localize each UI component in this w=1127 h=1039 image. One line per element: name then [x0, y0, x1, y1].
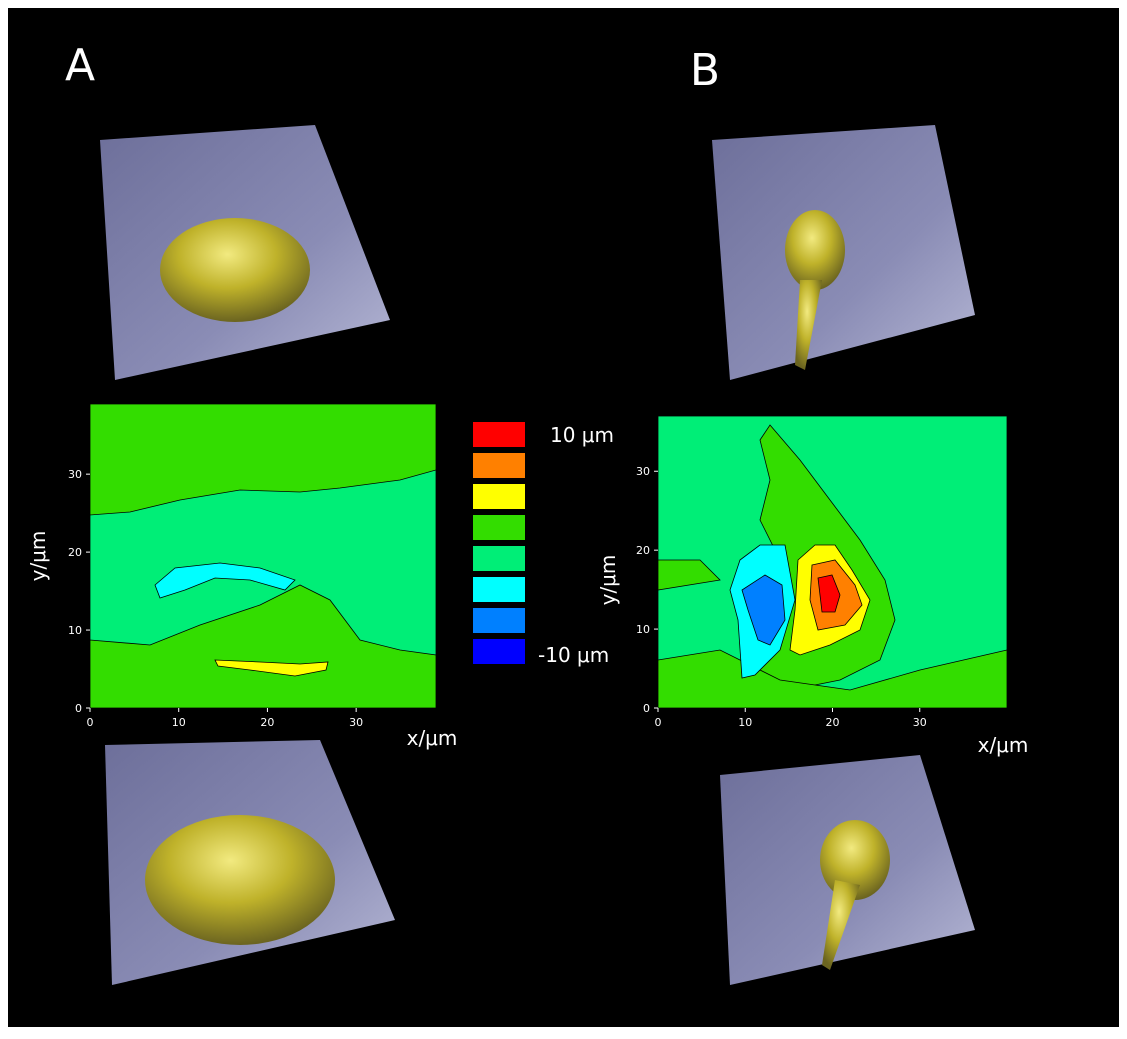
legend-swatch [473, 608, 525, 633]
x-tick-label: 20 [826, 716, 840, 729]
x-tick-label: 10 [172, 716, 186, 729]
x-axis-label: x/μm [407, 726, 458, 750]
panel-label: A [65, 40, 95, 91]
legend-swatch [473, 546, 525, 571]
panel-label: B [690, 45, 720, 96]
legend-label: 10 μm [550, 423, 614, 447]
y-tick-label: 30 [636, 465, 650, 478]
x-tick-label: 30 [349, 716, 363, 729]
x-tick-label: 10 [738, 716, 752, 729]
legend-swatch [473, 453, 525, 478]
figure: A B x/μm y/μm x/μm y/μm 10 μm -10 μm 0 10… [0, 0, 1127, 1035]
legend-swatch [473, 422, 525, 447]
x-tick-label: 20 [260, 716, 274, 729]
y-axis-label: y/μm [596, 555, 620, 606]
y-tick-label: 10 [636, 623, 650, 636]
legend-swatch [473, 577, 525, 602]
x-axis-label: x/μm [978, 733, 1029, 757]
y-tick-label: 0 [643, 702, 650, 715]
legend-swatch [473, 515, 525, 540]
y-axis-label: y/μm [26, 531, 50, 582]
legend-swatch [473, 639, 525, 664]
y-tick-label: 30 [68, 468, 82, 481]
legend-label: -10 μm [538, 643, 609, 667]
legend-swatch [473, 484, 525, 509]
y-tick-label: 20 [636, 544, 650, 557]
x-tick-label: 30 [913, 716, 927, 729]
x-tick-label: 0 [655, 716, 662, 729]
contour-b [658, 416, 1007, 708]
y-tick-label: 20 [68, 546, 82, 559]
y-tick-label: 10 [68, 624, 82, 637]
x-tick-label: 0 [87, 716, 94, 729]
contour-a [90, 404, 436, 708]
y-tick-label: 0 [75, 702, 82, 715]
